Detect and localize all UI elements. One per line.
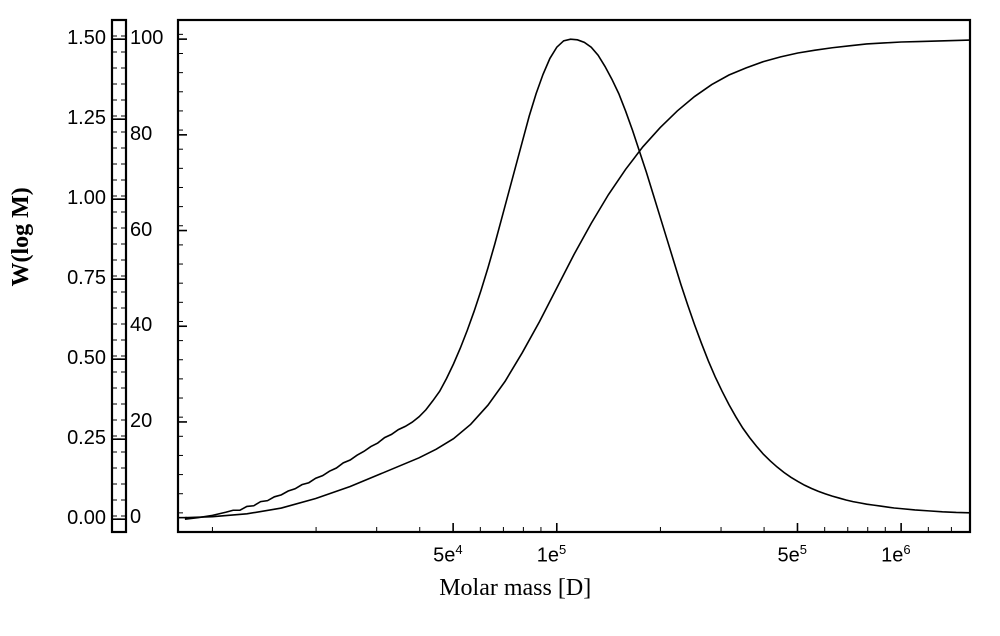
tick-label: 60 [130, 219, 152, 242]
tick-label: 1e6 [881, 542, 910, 568]
chart-container: W(log M) Molar mass [D] 0.00 0.25 0.50 0.75… [0, 0, 1000, 636]
tick-label: 0.75 [67, 267, 106, 290]
tick-label: 40 [130, 314, 152, 337]
tick-label: 5e5 [777, 542, 806, 568]
tick-label: 20 [130, 410, 152, 433]
tick-label: 0 [130, 506, 141, 529]
tick-label: 1.25 [67, 107, 106, 130]
y-axis-label: W(log M) [8, 187, 35, 286]
cumulative-curve [185, 40, 970, 518]
tick-label: 1.00 [67, 187, 106, 210]
plot-frame [178, 20, 970, 532]
tick-label: 0.50 [67, 347, 106, 370]
distribution-curve [185, 39, 970, 519]
tick-label: 100 [130, 27, 163, 50]
tick-label: 1e5 [537, 542, 566, 568]
tick-label: 0.25 [67, 427, 106, 450]
tick-label: 5e4 [433, 542, 462, 568]
tick-label: 1.50 [67, 27, 106, 50]
tick-label: 0.00 [67, 507, 106, 530]
x-axis-label: Molar mass [D] [439, 575, 591, 602]
tick-label: 80 [130, 123, 152, 146]
